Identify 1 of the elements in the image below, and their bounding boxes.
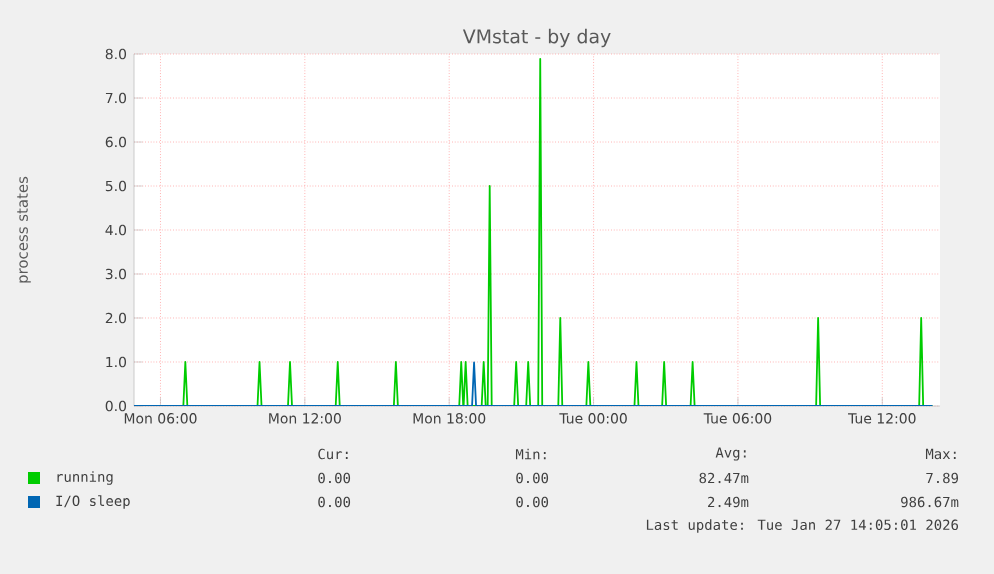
chart-title: VMstat - by day	[462, 28, 611, 48]
